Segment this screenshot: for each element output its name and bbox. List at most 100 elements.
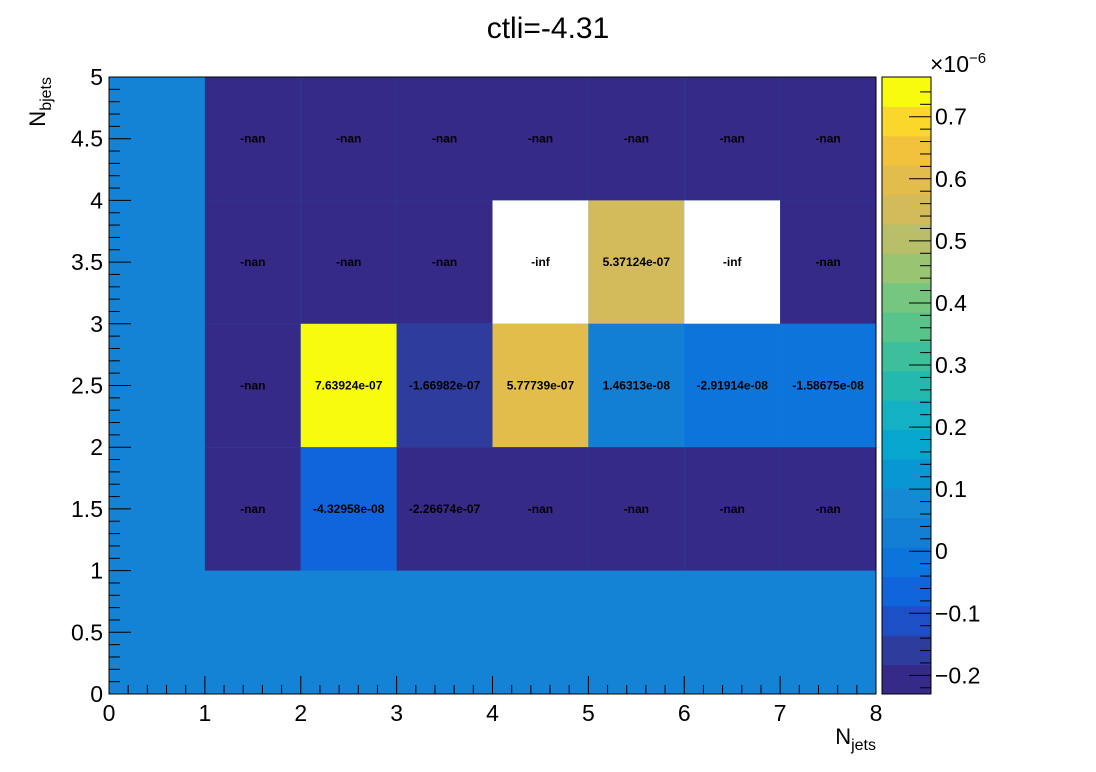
- heatmap-cell: [396, 447, 493, 571]
- color-scale-tick-label: 0.6: [935, 166, 967, 192]
- cell-value-label: -2.26674e-07: [409, 502, 481, 516]
- cell-value-label: -2.91914e-08: [696, 379, 768, 393]
- color-scale-exponent: ×10−6: [930, 50, 986, 77]
- heatmap-cell: [588, 77, 685, 201]
- cell-value-label: -nan: [815, 132, 840, 146]
- x-tick-label: 0: [103, 700, 116, 726]
- x-tick-label: 1: [198, 700, 211, 726]
- color-scale-exponent-base: ×10: [930, 51, 969, 77]
- cell-value-label: -nan: [528, 132, 553, 146]
- heatmap-cell: [780, 77, 876, 201]
- color-scale-band: [882, 605, 931, 636]
- color-scale-tick-label: −0.2: [935, 662, 980, 688]
- color-scale-band: [882, 194, 931, 225]
- cell-value-label: -1.58675e-08: [792, 379, 864, 393]
- y-tick-label: 1: [90, 558, 103, 584]
- y-tick-label: 3: [90, 311, 103, 337]
- y-tick-label: 1.5: [71, 496, 103, 522]
- cell-value-label: -nan: [432, 255, 457, 269]
- color-scale-band: [882, 458, 931, 489]
- cell-value-label: -nan: [624, 502, 649, 516]
- color-scale-tick-label: −0.1: [935, 600, 980, 626]
- color-scale-band: [882, 312, 931, 342]
- cell-value-label: -4.32958e-08: [313, 502, 385, 516]
- color-scale-band: [882, 429, 931, 460]
- color-scale-tick-label: 0.2: [935, 414, 967, 440]
- x-axis-title-main: N: [835, 724, 851, 749]
- cell-labels: -nan -nan -nan -nan -nan -nan -nan -nan -nan -nan…: [240, 132, 864, 516]
- cell-value-label: -nan: [336, 132, 361, 146]
- y-tick-label: 5: [90, 64, 103, 90]
- y-tick-label: 3.5: [71, 249, 103, 275]
- cell-value-label: 1.46313e-08: [603, 379, 671, 393]
- x-tick-label: 3: [390, 700, 403, 726]
- heatmap-cell: [780, 200, 876, 324]
- heatmap-cell: [492, 323, 589, 448]
- x-tick-label: 5: [582, 700, 595, 726]
- heatmap-cell: [588, 323, 685, 448]
- cell-value-label: -nan: [336, 255, 361, 269]
- x-axis-title-sub: jets: [850, 737, 876, 754]
- color-scale-tick-label: 0.7: [935, 104, 967, 130]
- y-tick-label: 4.5: [71, 126, 103, 152]
- heatmap-cell: [300, 323, 397, 448]
- y-tick-label: 2: [90, 434, 103, 460]
- y-tick-label: 4: [90, 187, 103, 213]
- color-scale-exponent-power: −6: [969, 50, 986, 67]
- heatmap-cell: [300, 200, 397, 324]
- color-scale-band: [882, 165, 931, 196]
- heatmap-cell: [780, 447, 876, 571]
- x-tick-label: 8: [870, 700, 883, 726]
- cell-value-label: -nan: [720, 502, 745, 516]
- color-scale-tick-label: 0.1: [935, 476, 967, 502]
- cell-value-label: -nan: [240, 379, 265, 393]
- y-axis-title-sub: bjets: [38, 77, 55, 111]
- heatmap-cell: [588, 200, 685, 324]
- heatmap-cell: [204, 323, 301, 448]
- cell-value-label: -1.66982e-07: [409, 379, 481, 393]
- color-scale-band: [882, 106, 931, 137]
- cell-value-label: -inf: [531, 255, 551, 269]
- heatmap-cell: [396, 200, 493, 324]
- cell-value-label: -nan: [240, 132, 265, 146]
- cell-value-label: -nan: [528, 502, 553, 516]
- cell-value-label: -nan: [432, 132, 457, 146]
- x-tick-label: 2: [294, 700, 307, 726]
- plot-area: -nan -nan -nan -nan -nan -nan -nan -nan -nan -nan…: [108, 76, 877, 695]
- heatmap-cells: [204, 77, 876, 571]
- cell-value-label: -inf: [723, 255, 743, 269]
- y-tick-label: 0: [90, 681, 103, 707]
- heatmap-cell: [492, 200, 589, 324]
- color-scale-band: [882, 135, 931, 166]
- heatmap-cell: [684, 323, 781, 448]
- cell-value-label: 5.77739e-07: [507, 379, 575, 393]
- cell-value-label: -nan: [815, 255, 840, 269]
- color-scale-tick-label: 0.4: [935, 290, 967, 316]
- color-scale-frame: [881, 76, 932, 695]
- cell-value-label: -nan: [240, 255, 265, 269]
- color-scale-band: [882, 488, 931, 519]
- heatmap-cell: [204, 447, 301, 571]
- color-scale-band: [882, 547, 931, 577]
- color-scale-band: [882, 576, 931, 607]
- heatmap-cell: [204, 77, 301, 201]
- heatmap-cell: [396, 77, 493, 201]
- heatmap-cell: [588, 447, 685, 571]
- x-axis: 0 1 2 3 4 5 6 7 8: [103, 676, 883, 726]
- y-tick-label: 0.5: [71, 619, 103, 645]
- y-axis-title: Nbjets: [25, 77, 55, 127]
- color-scale-tick-label: 0: [935, 538, 948, 564]
- heatmap-cell: [300, 77, 397, 201]
- heatmap-cell: [684, 447, 781, 571]
- color-scale-band: [882, 664, 931, 695]
- heatmap-cell: [204, 200, 301, 324]
- color-scale-bar: −0.2 −0.1 0 0.1 0.2 0.3 0.4 0.5 0.6 0.7: [881, 76, 980, 695]
- heatmap-cell: [780, 323, 876, 448]
- chart-title: ctli=-4.31: [487, 12, 610, 45]
- cell-value-label: 7.63924e-07: [315, 379, 383, 393]
- color-scale-band: [882, 282, 931, 313]
- x-tick-label: 6: [678, 700, 691, 726]
- y-axis: 0 0.5 1 1.5 2 2.5 3 3.5 4 4.5 5: [71, 64, 131, 707]
- heatmap-cell: [492, 447, 589, 571]
